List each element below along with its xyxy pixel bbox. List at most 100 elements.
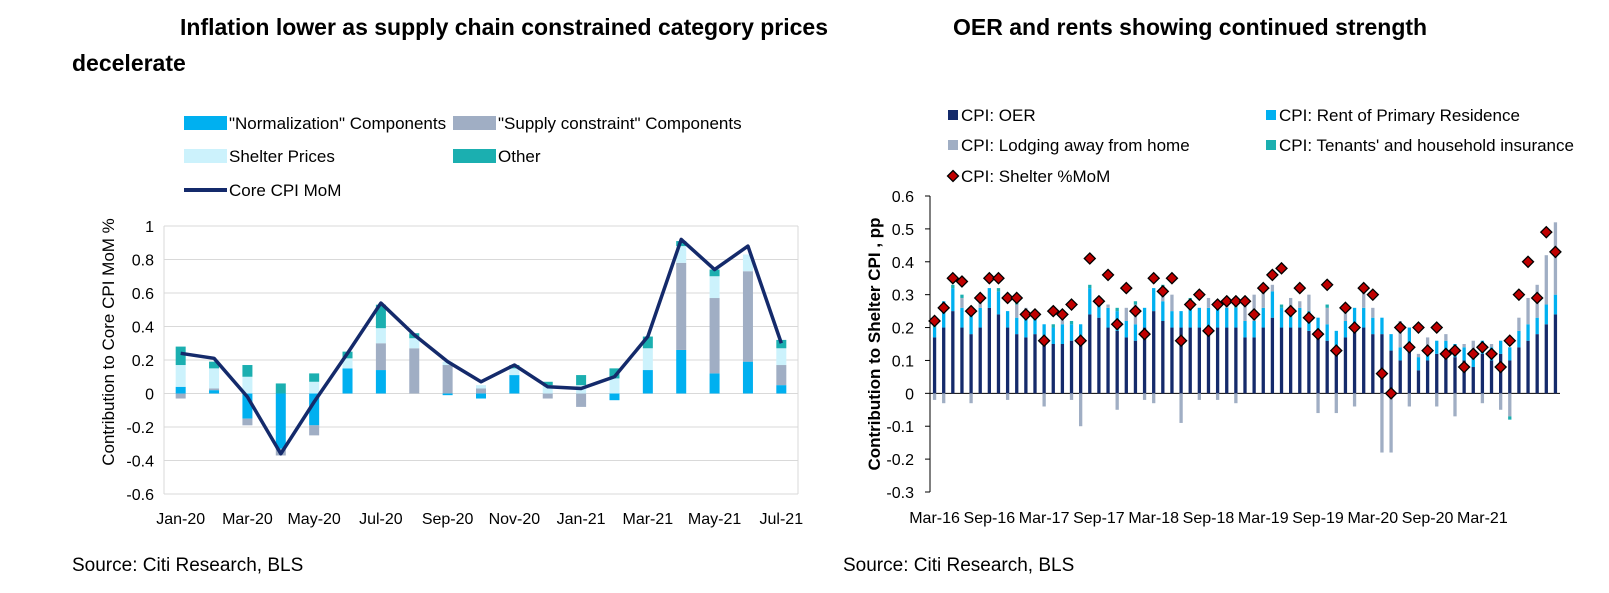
right-bar-segment [1051, 324, 1055, 328]
left-y-tick-label: -0.6 [126, 487, 154, 504]
right-bar-segment [1215, 327, 1220, 394]
right-shelter-marker [1539, 225, 1553, 239]
right-bar-segment [1508, 393, 1512, 417]
right-bar-segment [1343, 320, 1348, 338]
right-bar-segment [1261, 291, 1265, 308]
right-chart-source: Source: Citi Research, BLS [843, 555, 1075, 576]
right-bar-segment [1444, 340, 1448, 354]
right-y-tick-label: 0.2 [892, 321, 914, 338]
right-bar-segment [1179, 393, 1183, 423]
right-bar-segment [1517, 317, 1521, 331]
right-bar-segment [1142, 327, 1147, 394]
left-x-tick-label: Jul-20 [359, 511, 403, 528]
left-x-tick-label: Sep-20 [422, 511, 474, 528]
left-y-tick-label: -0.4 [126, 454, 154, 471]
right-bar-segment [1051, 344, 1055, 394]
right-bar-segment [1142, 393, 1147, 400]
left-bar-segment [709, 298, 720, 374]
right-bar-segment [1535, 334, 1539, 394]
right-bar-segment [1133, 340, 1138, 394]
left-bar-segment [576, 393, 587, 407]
left-bar-segment [242, 365, 253, 377]
right-legend-label: CPI: Rent of Primary Residence [1279, 106, 1520, 125]
right-shelter-marker [1284, 304, 1298, 318]
right-bar-segment [932, 327, 937, 338]
right-bar-segment [1380, 334, 1384, 394]
right-bar-segment [1508, 347, 1512, 361]
right-bar-segment [1206, 327, 1211, 394]
right-x-tick-label: Sep-16 [964, 510, 1016, 527]
right-bar-segment [1371, 334, 1375, 394]
left-legend-label: Core CPI MoM [229, 181, 341, 200]
right-bar-segment [1389, 334, 1393, 351]
left-bar-segment [509, 375, 520, 394]
right-shelter-marker [1494, 360, 1508, 374]
right-shelter-marker [1101, 268, 1115, 282]
right-y-tick-label: 0.6 [892, 189, 914, 206]
right-bar-segment [1270, 317, 1275, 394]
left-bar-segment [676, 246, 687, 263]
right-shelter-marker [1293, 281, 1307, 295]
right-bar-segment [1435, 353, 1439, 394]
right-bar-segment [1371, 307, 1375, 318]
right-shelter-marker [1475, 340, 1489, 354]
left-bar-segment [676, 349, 687, 394]
right-shelter-marker [1092, 294, 1106, 308]
right-bar-segment [1508, 416, 1512, 420]
right-shelter-marker [1339, 301, 1352, 315]
right-bar-segment [1124, 320, 1128, 338]
left-bar-segment [175, 386, 186, 394]
right-shelter-marker [1165, 271, 1179, 285]
right-shelter-marker [1256, 281, 1270, 295]
left-y-axis-title: Contribution to Core CPI MoM % [99, 218, 118, 466]
right-bar-segment [1115, 307, 1119, 312]
right-shelter-marker [1265, 268, 1279, 282]
right-bar-segment [1033, 317, 1037, 335]
right-bar-segment [1325, 304, 1329, 308]
left-bar-segment [742, 271, 753, 362]
right-shelter-marker [1466, 347, 1480, 361]
right-bar-segment [1234, 327, 1238, 394]
right-bar-segment [1069, 324, 1074, 341]
right-legend-swatch [1266, 140, 1276, 150]
right-shelter-marker [946, 271, 960, 285]
left-bar-segment [442, 365, 453, 394]
right-bar-segment [1553, 222, 1558, 295]
right-bar-segment [1106, 307, 1110, 328]
right-bar-segment [1161, 320, 1165, 394]
right-x-tick-label: Sep-20 [1402, 510, 1454, 527]
right-bar-segment [1270, 284, 1275, 292]
right-bar-segment [1279, 327, 1284, 394]
right-bar-segment [1316, 393, 1320, 414]
right-bar-segment [960, 327, 964, 394]
right-bar-segment [1115, 393, 1119, 410]
right-bar-segment [932, 337, 937, 394]
right-x-tick-label: Sep-18 [1183, 510, 1235, 527]
right-x-tick-label: Mar-19 [1238, 510, 1289, 527]
right-shelter-marker [1412, 321, 1425, 334]
right-bar-segment [1499, 340, 1503, 354]
right-shelter-marker [1357, 281, 1371, 295]
right-shelter-marker [1366, 288, 1380, 302]
right-bar-segment [1334, 393, 1338, 414]
left-bar-segment [609, 393, 620, 401]
left-bar-segment [409, 338, 420, 349]
right-shelter-marker [1448, 344, 1462, 357]
right-bar-segment [1042, 340, 1046, 394]
right-bar-segment [978, 327, 982, 394]
right-bar-segment [969, 334, 973, 394]
right-y-tick-label: -0.1 [886, 419, 914, 436]
right-bar-segment [996, 314, 1001, 394]
right-bar-segment [1252, 294, 1256, 321]
right-shelter-marker [1421, 344, 1435, 357]
right-shelter-marker [1521, 255, 1535, 269]
right-bar-segment [1225, 307, 1229, 328]
right-bar-segment [1197, 307, 1201, 328]
right-bar-segment [1179, 311, 1183, 328]
left-legend-swatch [453, 149, 496, 163]
right-shelter-marker [1430, 321, 1444, 334]
right-bar-segment [1362, 327, 1366, 394]
right-shelter-marker [1065, 298, 1078, 311]
left-legend-swatch [184, 149, 227, 163]
right-shelter-marker [1220, 294, 1234, 308]
